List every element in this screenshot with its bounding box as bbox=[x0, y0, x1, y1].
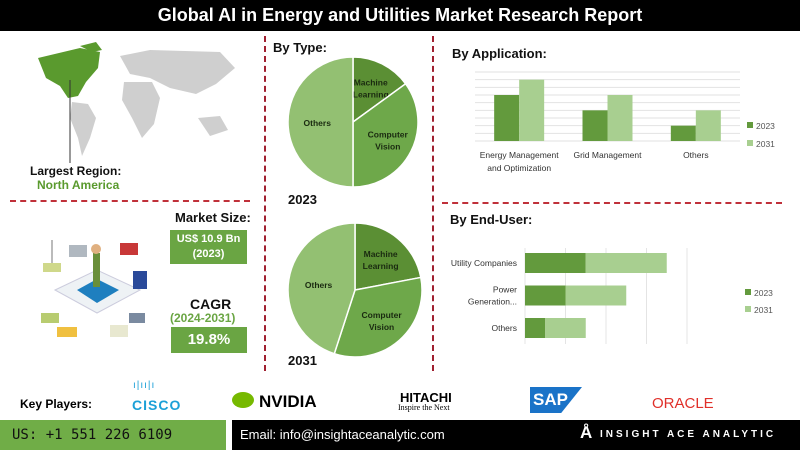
cagr-label: CAGR bbox=[190, 296, 232, 312]
legend-swatch bbox=[747, 122, 753, 128]
largest-region-label: Largest Region: bbox=[30, 164, 122, 178]
pie-slice-label: Others bbox=[304, 118, 332, 128]
bar-2023 bbox=[525, 318, 546, 338]
pie-slice-label: Vision bbox=[375, 142, 400, 152]
bar-2023 bbox=[582, 110, 608, 141]
market-size-box: US$ 10.9 Bn (2023) bbox=[170, 230, 247, 264]
pie-caption-2023: 2023 bbox=[288, 192, 317, 207]
bar-2031 bbox=[695, 110, 721, 141]
bar-2023 bbox=[525, 285, 566, 306]
footer-bar: Email: info@insightaceanalytic.com Å INS… bbox=[232, 420, 800, 450]
category-label: and Optimization bbox=[487, 163, 551, 173]
pie-slice bbox=[354, 222, 422, 291]
eurasia-shape bbox=[120, 50, 235, 94]
report-title: Global AI in Energy and Utilities Market… bbox=[0, 0, 800, 31]
oracle-logo: ORACLE bbox=[652, 395, 714, 412]
bar-2031 bbox=[585, 253, 667, 273]
market-size-value: US$ 10.9 Bn bbox=[176, 233, 241, 245]
energy-illustration-icon bbox=[41, 240, 147, 337]
south-america-shape bbox=[70, 102, 96, 156]
pie-slice-label: Others bbox=[305, 280, 333, 290]
pie-slice bbox=[287, 222, 356, 355]
greenland-shape bbox=[80, 42, 102, 52]
pie-caption-2031: 2031 bbox=[288, 353, 317, 368]
market-size-label: Market Size: bbox=[175, 210, 251, 225]
divider bbox=[10, 200, 250, 202]
pie-chart-2023: Machine Learning Computer Vision Others bbox=[287, 56, 419, 188]
pie-slice bbox=[352, 56, 407, 124]
category-label: Grid Management bbox=[573, 150, 642, 160]
key-players-label: Key Players: bbox=[20, 397, 93, 411]
category-label: Others bbox=[491, 323, 517, 333]
pie-chart-2031: Machine Learning Computer Vision Others bbox=[287, 222, 423, 358]
divider bbox=[264, 36, 266, 371]
pie-slice-label: Vision bbox=[369, 322, 394, 332]
application-bar-chart: Energy Management and Optimization Grid Ma… bbox=[475, 71, 775, 173]
pie-slice bbox=[352, 82, 419, 188]
nvidia-logo: NVIDIA bbox=[259, 392, 317, 411]
hitachi-tagline: Inspire the Next bbox=[398, 403, 450, 412]
divider bbox=[442, 202, 782, 204]
market-size-year: (2023) bbox=[192, 248, 225, 260]
cagr-period: (2024-2031) bbox=[170, 311, 236, 325]
pie-slice-label: Learning bbox=[353, 89, 389, 99]
email-text[interactable]: Email: info@insightaceanalytic.com bbox=[240, 427, 445, 442]
category-label: Generation... bbox=[468, 297, 517, 307]
bar-2023 bbox=[494, 95, 520, 141]
pie-slice-label: Computer bbox=[368, 130, 409, 140]
legend-swatch bbox=[747, 140, 753, 146]
category-label: Power bbox=[493, 285, 517, 295]
bar-2031 bbox=[545, 318, 586, 338]
phone-bar: US: +1 551 226 6109 bbox=[0, 420, 226, 450]
legend-label: 2023 bbox=[754, 288, 773, 298]
by-application-title: By Application: bbox=[452, 46, 547, 61]
nvidia-eye-icon bbox=[232, 392, 254, 408]
cagr-value: 19.8% bbox=[171, 327, 247, 353]
pie-slice-label: Learning bbox=[363, 261, 399, 271]
legend-label: 2023 bbox=[756, 121, 775, 131]
largest-region-value: North America bbox=[37, 178, 120, 192]
world-map bbox=[38, 42, 235, 163]
bar-2031 bbox=[607, 95, 633, 141]
divider bbox=[432, 36, 434, 371]
bar-2023 bbox=[525, 253, 586, 273]
bar-2023 bbox=[670, 125, 696, 141]
by-end-user-title: By End-User: bbox=[450, 212, 533, 227]
legend-swatch bbox=[745, 306, 751, 312]
by-type-title: By Type: bbox=[273, 40, 327, 55]
sap-logo: SAP bbox=[530, 387, 582, 413]
brand-name: INSIGHT ACE ANALYTIC bbox=[600, 429, 777, 440]
legend-label: 2031 bbox=[754, 305, 773, 315]
legend-label: 2031 bbox=[756, 139, 775, 149]
cisco-bars-icon: ı|ıı|ı bbox=[133, 380, 156, 391]
australia-shape bbox=[198, 116, 228, 136]
legend-swatch bbox=[745, 289, 751, 295]
bar-2031 bbox=[519, 79, 545, 141]
pie-slice bbox=[333, 276, 423, 358]
category-label: Utility Companies bbox=[451, 258, 517, 268]
pie-slice bbox=[287, 56, 354, 188]
end-user-bar-chart: Utility Companies Power Generation... Other… bbox=[451, 248, 773, 344]
bar-2031 bbox=[565, 285, 627, 306]
insightace-logo-icon: Å bbox=[580, 423, 593, 442]
category-label: Others bbox=[683, 150, 709, 160]
hitachi-logo: HITACHI bbox=[400, 390, 452, 405]
category-label: Energy Management bbox=[480, 150, 560, 160]
africa-shape bbox=[122, 82, 160, 138]
cisco-logo: CISCO bbox=[132, 397, 182, 413]
north-america-region bbox=[38, 48, 100, 98]
pie-slice-label: Computer bbox=[362, 310, 403, 320]
pie-slice-label: Machine bbox=[364, 249, 398, 259]
pie-slice-label: Machine bbox=[354, 77, 388, 87]
